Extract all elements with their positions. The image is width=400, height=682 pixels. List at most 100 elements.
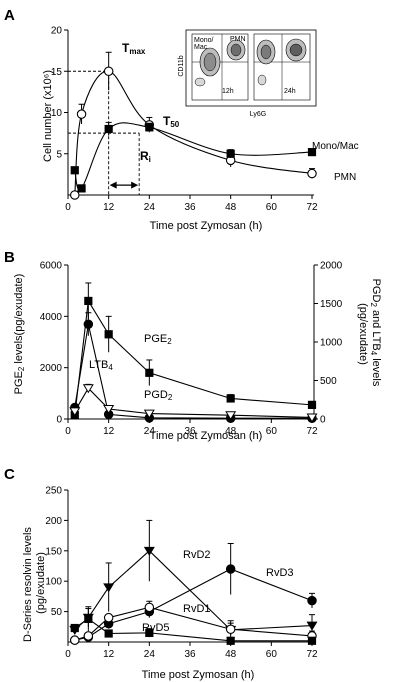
series-pgd2-point — [143, 409, 155, 419]
y-tick-label: 5 — [56, 149, 62, 160]
series-pmn-line — [74, 70, 313, 196]
panel-c-letter: C — [4, 466, 15, 483]
y-tick-label: 200 — [45, 516, 62, 527]
y-tick-label: 50 — [51, 607, 63, 618]
x-tick-label: 48 — [225, 202, 237, 213]
series-pgd2-point — [225, 411, 237, 421]
series-pmn-point — [307, 168, 317, 179]
series-rvd1-point — [144, 602, 155, 613]
series-mono-mac-point — [77, 184, 86, 193]
t50-label: T50 — [163, 114, 180, 129]
series-mono-mac-point — [70, 166, 79, 175]
x-tick-label: 60 — [266, 426, 278, 437]
series-rvd3-point — [225, 564, 236, 574]
x-tick-label: 12 — [103, 649, 115, 660]
series-rvd5-point — [70, 623, 79, 633]
ri-arrowhead-left — [109, 181, 117, 189]
series-pgd2 — [69, 383, 318, 423]
series-pgd2-point — [82, 384, 94, 394]
panel-b-ylabel-left: PGE2 levels(pg/exudate) — [13, 274, 26, 395]
x-tick-label: 24 — [144, 202, 156, 213]
inset-y-label: CD11b — [178, 55, 185, 76]
series-mono-mac-point — [104, 124, 113, 134]
x-tick-label: 24 — [144, 649, 156, 660]
series-rvd5-point — [307, 636, 317, 645]
tmax-label: Tmax — [122, 41, 146, 56]
y-tick-label: 250 — [45, 486, 62, 497]
panel-b-ylabel-right: PGD2 and LTB4 levels (pg/exudate) — [357, 279, 382, 390]
panel-b: B 0 12 24 36 48 60 720200040006000050010001500… — [4, 249, 382, 442]
series-pgd2-point — [69, 407, 81, 417]
series-label-rvd3: RvD3 — [266, 567, 294, 579]
series-pmn-point — [70, 190, 80, 200]
x-tick-label: 0 — [65, 202, 71, 213]
x-tick-label: 12 — [103, 202, 115, 213]
y-tick-label-right: 1000 — [320, 338, 343, 349]
y-tick-label-right: 0 — [320, 415, 326, 426]
x-tick-label: 72 — [306, 202, 318, 213]
plot-c: 0 12 24 36 48 60 72 50 100 150 200 250 — [45, 486, 318, 661]
x-tick-label: 48 — [225, 649, 237, 660]
series-rvd2-point — [143, 546, 155, 556]
flow-cytometry-inset: CD11b Ly6G Mono/Mac PMN 12h — [178, 29, 317, 118]
x-tick-label: 36 — [184, 649, 196, 660]
y-tick-label-right: 2000 — [320, 261, 343, 272]
y-tick-label: 4000 — [40, 312, 63, 323]
x-tick-label: 36 — [184, 426, 196, 437]
ri-label: Ri — [140, 149, 151, 164]
y-tick-label: 6000 — [40, 261, 63, 272]
series-rvd5-point — [104, 629, 113, 638]
series-pmn — [70, 51, 317, 200]
series-label-pge2: PGE2 — [144, 333, 172, 346]
series-ltb4-line — [74, 324, 312, 419]
series-rvd1-point — [83, 631, 94, 641]
panel-b-letter: B — [4, 249, 15, 266]
series-label-pmn: PMN — [334, 172, 356, 183]
x-tick-label: 72 — [306, 426, 318, 437]
series-rvd1-point — [103, 612, 114, 623]
ri-arrowhead-right — [131, 181, 139, 189]
panel-a-letter: A — [4, 7, 15, 24]
inset-x-label: Ly6G — [250, 111, 266, 118]
series-pgd2-point — [306, 413, 318, 423]
y-tick-label: 150 — [45, 546, 62, 557]
series-pgd2-line — [74, 387, 313, 419]
series-pgd2-point — [103, 405, 115, 415]
plot-b: 0 12 24 36 48 60 72020004000600005001000150020… — [40, 261, 343, 438]
series-pge2-point — [226, 394, 235, 403]
series-rvd1-point — [225, 624, 236, 634]
series-rvd2-point — [103, 583, 115, 593]
series-pmn-point — [103, 66, 114, 77]
series-rvd3-point — [307, 595, 317, 606]
series-rvd5-point — [145, 628, 154, 637]
panel-c-xlabel: Time post Zymosan (h) — [142, 669, 255, 681]
series-pge2-line — [74, 299, 313, 416]
series-label-rvd2: RvD2 — [183, 549, 211, 561]
series-label-ltb4: LTB4 — [89, 359, 113, 372]
y-tick-label: 2000 — [40, 363, 63, 374]
series-label-rvd5: RvD5 — [142, 622, 170, 634]
inset-gate-pmn: PMN — [230, 36, 246, 43]
x-tick-label: 72 — [306, 649, 318, 660]
x-tick-label: 48 — [225, 426, 237, 437]
series-rvd5-point — [226, 636, 235, 645]
series-rvd1 — [70, 600, 317, 645]
series-rvd2-point — [306, 621, 318, 631]
panel-a-xlabel: Time post Zymosan (h) — [150, 220, 263, 232]
panel-c-ylabel: D-Series resolvin levels (pg/exudate) — [22, 524, 47, 642]
y-tick-label: 10 — [51, 108, 63, 119]
series-pge2-point — [84, 296, 93, 306]
series-pge2-point — [104, 330, 113, 339]
flow-density-contours-12h — [194, 39, 246, 87]
inset-time-24h: 24h — [284, 88, 296, 95]
x-tick-label: 12 — [103, 426, 115, 437]
x-tick-label: 0 — [65, 649, 71, 660]
x-tick-label: 0 — [65, 426, 71, 437]
inset-time-12h: 12h — [222, 88, 234, 95]
series-label-mono-mac: Mono/Mac — [312, 141, 359, 152]
series-rvd5-point — [84, 614, 93, 623]
x-tick-label: 60 — [266, 202, 278, 213]
y-tick-label: 0 — [56, 415, 62, 426]
y-tick-label: 20 — [51, 26, 63, 37]
